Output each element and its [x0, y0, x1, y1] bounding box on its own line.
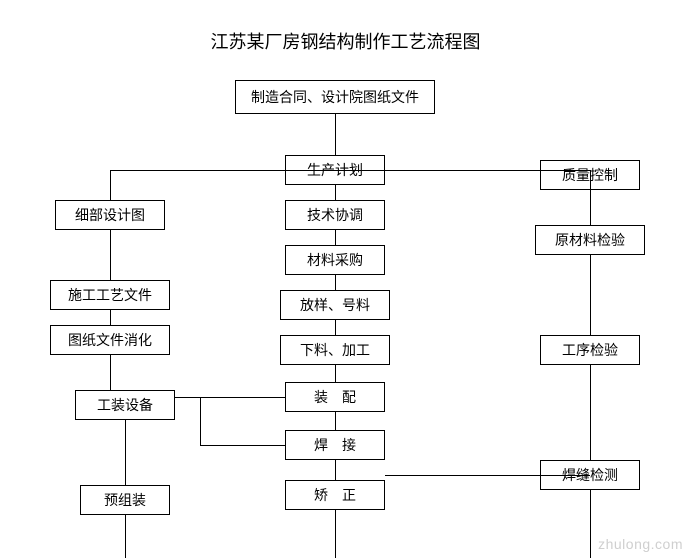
flow-connector [590, 170, 591, 190]
flow-node-n_preasm: 预组装 [80, 485, 170, 515]
flow-connector [335, 185, 336, 200]
flow-connector [335, 510, 336, 558]
flow-connector [125, 420, 126, 485]
flow-connector [590, 190, 591, 225]
flow-node-n_detail: 细部设计图 [55, 200, 165, 230]
flow-connector [110, 310, 111, 325]
flow-connector [335, 412, 336, 430]
flow-node-n_asm: 装 配 [285, 382, 385, 412]
flow-connector [590, 255, 591, 335]
flow-node-n_mat: 材料采购 [285, 245, 385, 275]
flow-node-n_tool: 工装设备 [75, 390, 175, 420]
flow-connector [110, 170, 590, 171]
flow-connector [335, 114, 336, 155]
flow-connector [335, 275, 336, 290]
flow-connector [200, 445, 285, 446]
flow-connector [335, 230, 336, 245]
flow-connector [175, 397, 285, 398]
flow-node-n_digest: 图纸文件消化 [50, 325, 170, 355]
flow-connector [385, 475, 590, 476]
flow-connector [110, 170, 111, 200]
flow-connector [200, 397, 201, 445]
flow-node-n_weld: 焊 接 [285, 430, 385, 460]
flow-connector [110, 355, 111, 390]
flow-node-n_craft: 施工工艺文件 [50, 280, 170, 310]
flow-connector [590, 490, 591, 558]
watermark-text: zhulong.com [598, 536, 683, 552]
flow-node-n_rawchk: 原材料检验 [535, 225, 645, 255]
flow-node-n_prochk: 工序检验 [540, 335, 640, 365]
flow-node-n_tech: 技术协调 [285, 200, 385, 230]
flow-node-n_cut: 下料、加工 [280, 335, 390, 365]
flow-connector [590, 365, 591, 460]
flow-connector [335, 460, 336, 480]
flow-node-n_corr: 矫 正 [285, 480, 385, 510]
flow-node-n_top: 制造合同、设计院图纸文件 [235, 80, 435, 114]
flow-connector [335, 365, 336, 382]
flow-connector [125, 515, 126, 558]
page-title: 江苏某厂房钢结构制作工艺流程图 [0, 28, 691, 54]
flow-node-n_layout: 放样、号料 [280, 290, 390, 320]
flow-connector [335, 320, 336, 335]
flow-connector [110, 230, 111, 280]
